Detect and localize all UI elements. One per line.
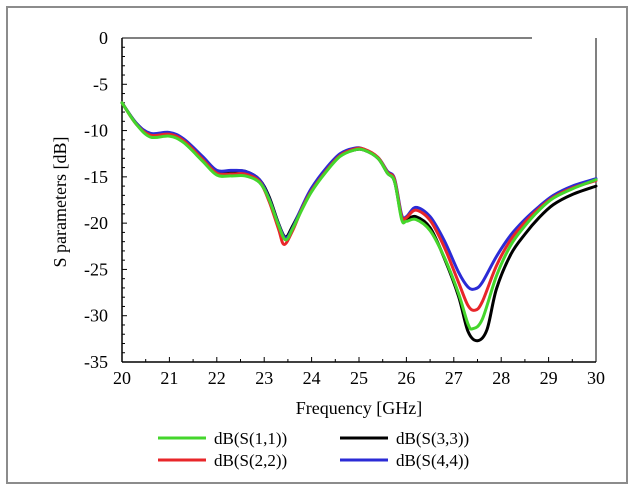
x-tick-label: 28 xyxy=(492,368,510,388)
y-tick-label: -30 xyxy=(84,306,108,326)
x-tick-label: 30 xyxy=(587,368,605,388)
axes: 20 21 22 23 24 25 26 27 28 29 30 0 -5 -10 -15 -20 -25 -30… xyxy=(84,28,605,388)
y-axis-label: S parameters [dB] xyxy=(50,137,70,268)
x-tick-label: 24 xyxy=(303,368,321,388)
x-tick-label: 21 xyxy=(160,368,178,388)
legend-label-4: dB(S(4,4)) xyxy=(396,451,469,470)
x-tick-label: 29 xyxy=(540,368,558,388)
plot-lines xyxy=(120,101,598,343)
y-tick-label: 0 xyxy=(99,28,108,48)
chart-frame xyxy=(6,6,628,484)
legend-label-3: dB(S(3,3)) xyxy=(396,429,469,448)
x-tick-label: 22 xyxy=(208,368,226,388)
y-tick-label: -10 xyxy=(84,121,108,141)
x-axis-label: Frequency [GHz] xyxy=(296,398,422,418)
series-line-2 xyxy=(120,101,598,312)
x-tick-label: 20 xyxy=(113,368,131,388)
x-tick-label: 27 xyxy=(445,368,463,388)
y-tick-label: -20 xyxy=(84,213,108,233)
y-tick-label: -35 xyxy=(84,352,108,372)
series-line-1 xyxy=(120,101,598,331)
x-tick-label: 23 xyxy=(255,368,273,388)
x-tick-label: 26 xyxy=(397,368,415,388)
y-tick-label: -25 xyxy=(84,259,108,279)
legend-label-2: dB(S(2,2)) xyxy=(214,451,287,470)
x-tick-label: 25 xyxy=(350,368,368,388)
y-tick-label: -5 xyxy=(93,74,108,94)
legend-label-1: dB(S(1,1)) xyxy=(214,429,287,448)
y-tick-label: -15 xyxy=(84,167,108,187)
legend: dB(S(1,1)) dB(S(2,2)) dB(S(3,3)) dB(S(4,4)) xyxy=(158,429,469,470)
series-line-4 xyxy=(120,101,598,291)
